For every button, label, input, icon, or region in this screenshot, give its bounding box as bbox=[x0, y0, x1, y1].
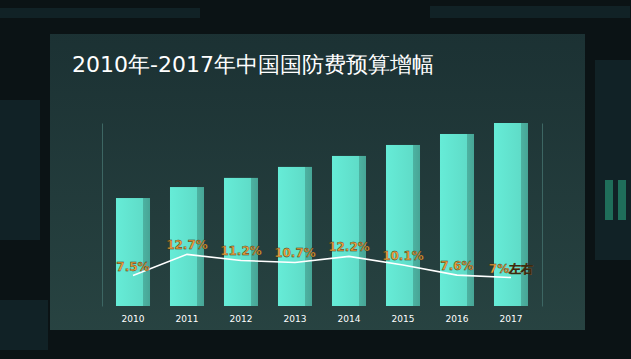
x-tick: 2010 bbox=[122, 314, 145, 324]
background bbox=[0, 0, 631, 359]
x-tick-label: 2011 bbox=[176, 314, 199, 324]
x-tick: 2017 bbox=[500, 314, 523, 324]
chart: 2010年-2017年中国国防费预算增幅 7.5% 12.7% 11.2% 10.7% 1… bbox=[0, 0, 631, 359]
hud-block bbox=[0, 300, 48, 350]
data-label: 7%左右 bbox=[489, 262, 533, 276]
hud-block bbox=[0, 100, 40, 240]
bar bbox=[494, 123, 528, 306]
panel bbox=[50, 34, 585, 330]
data-label: 7.6% bbox=[440, 259, 473, 273]
x-tick-label: 2017 bbox=[500, 314, 523, 324]
x-tick-label: 2015 bbox=[392, 314, 415, 324]
hud-bar bbox=[605, 180, 613, 220]
x-tick-label: 2013 bbox=[284, 314, 307, 324]
y-axis bbox=[102, 124, 103, 307]
x-axis: 2010 2011 2012 2013 2014 2015 2016 2017 bbox=[122, 314, 523, 324]
decoration bbox=[0, 6, 631, 350]
line bbox=[133, 254, 511, 277]
data-label: 10.7% bbox=[274, 246, 316, 260]
y2-axis-line bbox=[542, 124, 543, 307]
data-label: 10.1% bbox=[382, 249, 424, 263]
x-tick-label: 2014 bbox=[338, 314, 361, 324]
x-tick-label: 2012 bbox=[230, 314, 253, 324]
hud-block bbox=[595, 60, 631, 260]
bar bbox=[332, 156, 366, 306]
x-tick-label: 2010 bbox=[122, 314, 145, 324]
data-label: 7.5% bbox=[116, 260, 149, 274]
bar bbox=[278, 167, 312, 306]
data-label: 12.2% bbox=[328, 240, 370, 254]
hud-bar bbox=[618, 180, 626, 220]
y-axis-line bbox=[102, 124, 103, 307]
bar bbox=[386, 145, 420, 306]
x-tick: 2011 bbox=[176, 314, 199, 324]
hud-block bbox=[0, 8, 200, 18]
x-tick-label: 2016 bbox=[446, 314, 469, 324]
title: 2010年-2017年中国国防费预算增幅 bbox=[72, 52, 434, 77]
y2-axis bbox=[542, 124, 543, 307]
data-label: 12.7% bbox=[166, 238, 208, 252]
data-labels: 7.5% 12.7% 11.2% 10.7% 12.2% 10.1% 7.6% 7%左右 bbox=[116, 238, 533, 275]
x-tick: 2013 bbox=[284, 314, 307, 324]
x-tick: 2015 bbox=[392, 314, 415, 324]
data-label: 11.2% bbox=[220, 244, 262, 258]
x-tick: 2014 bbox=[338, 314, 361, 324]
x-tick: 2016 bbox=[446, 314, 469, 324]
x-tick: 2012 bbox=[230, 314, 253, 324]
hud-block bbox=[430, 6, 630, 18]
plot-area bbox=[116, 123, 528, 306]
bar bbox=[440, 134, 474, 306]
bar bbox=[116, 198, 150, 306]
bar bbox=[224, 178, 258, 306]
